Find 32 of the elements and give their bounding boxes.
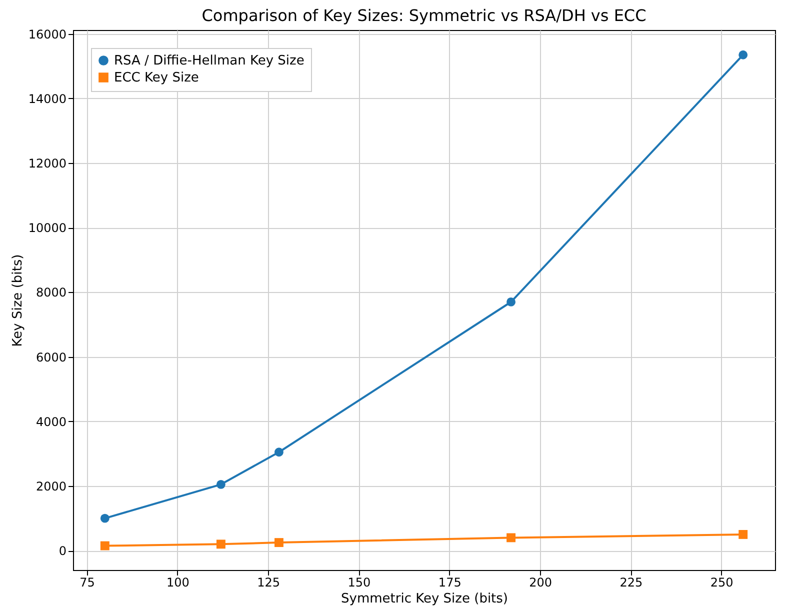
y-tick-label: 0 (58, 544, 66, 558)
x-tick-label: 250 (710, 576, 734, 590)
y-tick-label: 10000 (28, 221, 66, 236)
point (506, 533, 516, 542)
x-axis-title: Symmetric Key Size (bits) (340, 592, 508, 606)
x-tick-label: 75 (80, 576, 95, 590)
point (274, 538, 284, 548)
point (100, 514, 110, 523)
legend-label: RSA / Diffie-Hellman Key Size (114, 54, 304, 68)
x-tick-label: 175 (438, 576, 462, 590)
x-tick-label: 150 (348, 576, 371, 590)
y-tick-label: 4000 (36, 414, 66, 429)
x-tick-label: 225 (620, 576, 643, 590)
chart-title: Comparison of Key Sizes: Symmetric vs RSA/DH vs ECC (202, 6, 646, 25)
y-tick-label: 8000 (36, 286, 66, 300)
x-tick-label: 200 (529, 576, 552, 590)
point (274, 448, 284, 457)
legend-label: ECC Key Size (114, 70, 199, 86)
x-tick-label: 100 (166, 576, 190, 590)
point (216, 540, 226, 549)
y-tick-label: 16000 (28, 27, 66, 42)
y-tick-label: 14000 (28, 92, 66, 106)
y-axis-title: Key Size (bits) (10, 254, 26, 347)
y-tick-label: 12000 (28, 156, 66, 171)
point (506, 297, 516, 306)
x-tick-label: 125 (257, 576, 280, 590)
point (738, 50, 748, 60)
y-tick-label: 6000 (36, 350, 66, 364)
point (738, 530, 748, 539)
y-tick-label: 2000 (36, 480, 66, 494)
point (100, 541, 110, 550)
point (216, 480, 226, 489)
